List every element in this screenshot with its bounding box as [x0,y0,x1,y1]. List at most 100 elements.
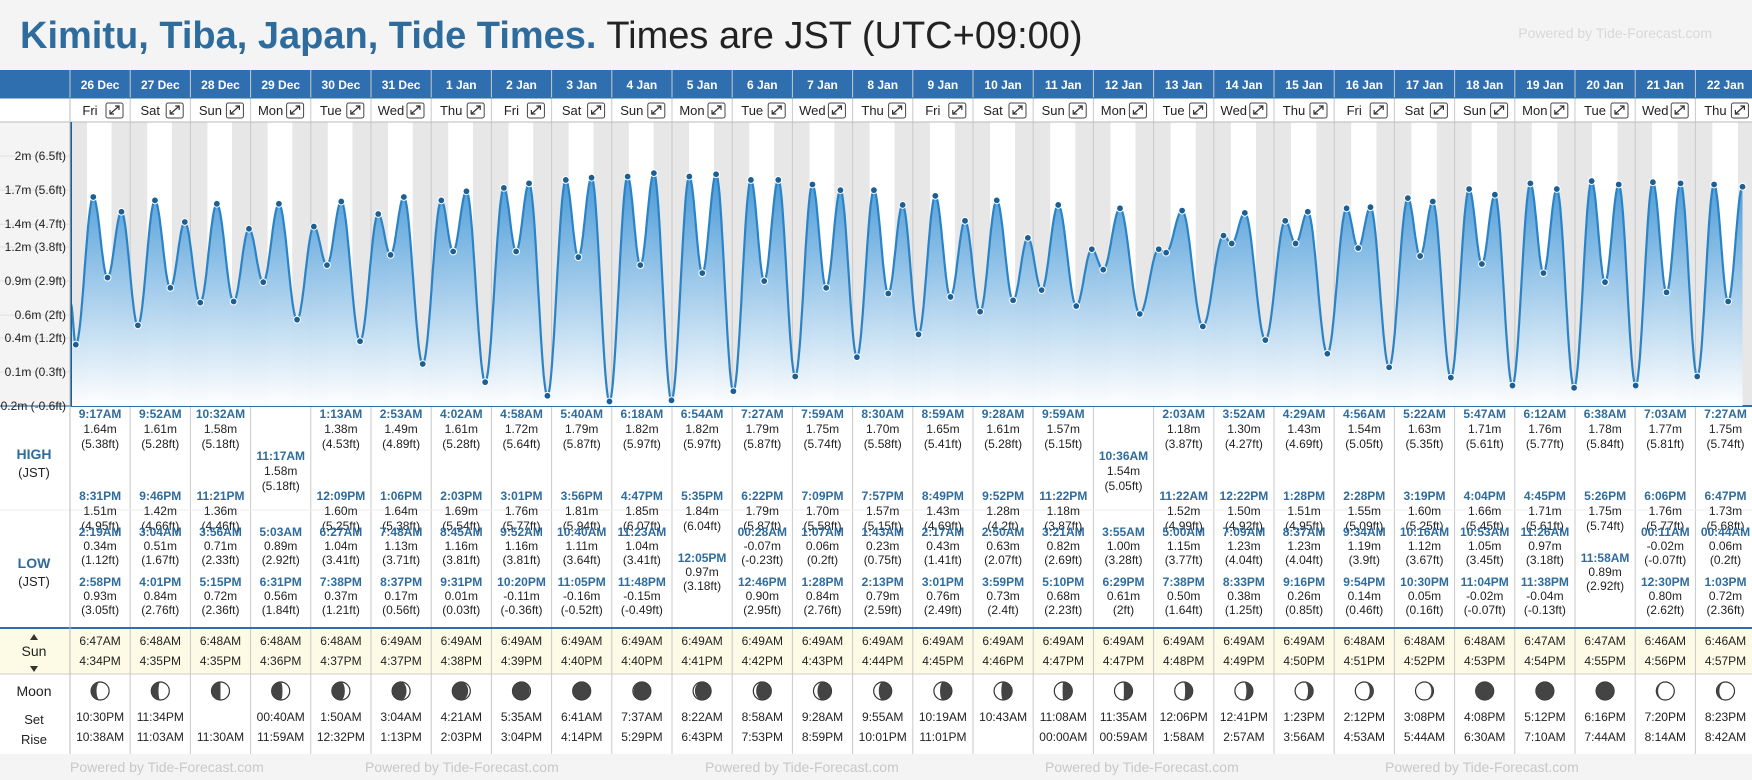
expand-arrow-icon[interactable] [651,105,662,115]
expand-day-button[interactable] [1128,102,1147,119]
low-height-m: 0.50m [1167,589,1200,603]
low-time: 2:58PM [79,575,121,589]
expand-day-button[interactable] [1550,102,1569,119]
expand-day-button[interactable] [406,102,425,119]
expand-arrow-icon[interactable] [1012,105,1023,115]
moonrise-time: 00:00AM [1039,730,1087,744]
expand-day-button[interactable] [1490,102,1509,119]
expand-day-button[interactable] [1429,102,1448,119]
moonrise-time: 3:56AM [1283,730,1324,744]
expand-arrow-icon[interactable] [470,105,481,115]
low-time: 5:15PM [199,575,241,589]
expand-arrow-icon[interactable] [1614,105,1625,115]
expand-day-button[interactable] [225,102,244,119]
expand-arrow-icon[interactable] [1132,105,1143,115]
high-height-m: 1.18m [1047,504,1080,518]
high-time: 8:59AM [922,407,965,421]
expand-day-button[interactable] [948,102,967,119]
extremum-point [712,170,721,179]
y-tick-label: 0.1m (0.3ft) [5,365,66,379]
expand-day-button[interactable] [1068,102,1087,119]
expand-arrow-icon[interactable] [1193,105,1204,115]
moonrise-time: 2:03PM [441,730,482,744]
moonrise-time: 8:14AM [1645,730,1686,744]
expand-day-button[interactable] [165,102,184,119]
expand-arrow-icon[interactable] [1554,105,1565,115]
expand-day-button[interactable] [1189,102,1208,119]
extremum-point [1323,349,1332,358]
sunrise-time: 6:48AM [260,634,301,648]
expand-day-button[interactable] [647,102,666,119]
low-time: 10:16AM [1400,525,1449,539]
expand-arrow-icon[interactable] [771,105,782,115]
high-height-ft: (4.69ft) [924,519,962,533]
expand-day-button[interactable] [1249,102,1268,119]
expand-day-button[interactable] [466,102,485,119]
expand-arrow-icon[interactable] [1433,105,1444,115]
expand-arrow-icon[interactable] [1253,105,1264,115]
low-height-m: 1.23m [1227,539,1260,553]
expand-arrow-icon[interactable] [290,105,301,115]
low-height-m: 1.00m [1107,539,1140,553]
extremum-point [275,199,283,208]
expand-arrow-icon[interactable] [831,105,842,115]
expand-day-button[interactable] [346,102,365,119]
expand-arrow-icon[interactable] [1674,105,1685,115]
extremum-point [587,173,596,182]
expand-day-button[interactable] [526,102,545,119]
extremum-point [1219,231,1228,240]
expand-arrow-icon[interactable] [1494,105,1505,115]
high-height-ft: (5.74ft) [1706,437,1744,451]
expand-day-button[interactable] [1369,102,1388,119]
expand-arrow-icon[interactable] [1373,105,1384,115]
low-height-ft: (2.95ft) [743,603,781,617]
extremum-point [1099,265,1108,274]
expand-day-button[interactable] [1670,102,1689,119]
high-height-m: 1.18m [1167,422,1200,436]
extremum-point [399,193,408,201]
expand-arrow-icon[interactable] [711,105,722,115]
expand-arrow-icon[interactable] [1072,105,1083,115]
expand-arrow-icon[interactable] [1313,105,1324,115]
expand-arrow-icon[interactable] [109,105,120,115]
extremum-point [71,340,80,349]
expand-day-button[interactable] [827,102,846,119]
high-height-ft: (5.45ft) [1466,519,1504,533]
expand-day-button[interactable] [587,102,606,119]
expand-arrow-icon[interactable] [892,105,903,115]
extremum-point [89,193,98,201]
expand-day-button[interactable] [888,102,907,119]
low-height-m: 0.76m [926,589,959,603]
extremum-point [649,169,658,178]
high-height-ft: (5.05ft) [1104,479,1142,493]
expand-arrow-icon[interactable] [1734,105,1745,115]
expand-arrow-icon[interactable] [530,105,541,115]
expand-arrow-icon[interactable] [229,105,240,115]
day-weekday: Sat [140,103,160,118]
high-height-m: 1.85m [625,504,658,518]
extremum-point [1154,245,1163,254]
expand-day-button[interactable] [105,102,124,119]
extremum-point [133,321,142,330]
moonset-time: 12:06PM [1160,710,1208,724]
high-height-m: 1.50m [1227,504,1260,518]
expand-arrow-icon[interactable] [350,105,361,115]
expand-day-button[interactable] [767,102,786,119]
low-time: 5:10PM [1042,575,1084,589]
expand-day-button[interactable] [1008,102,1027,119]
expand-arrow-icon[interactable] [169,105,180,115]
expand-day-button[interactable] [1309,102,1328,119]
expand-arrow-icon[interactable] [410,105,421,115]
low-height-ft: (-0.13ft) [1524,603,1566,617]
expand-day-button[interactable] [1730,102,1749,119]
moonset-time: 9:28AM [802,710,843,724]
moon-shadow [1656,682,1666,700]
low-height-m: 0.79m [866,589,899,603]
expand-arrow-icon[interactable] [952,105,963,115]
extremum-point [212,199,221,208]
expand-day-button[interactable] [1610,102,1629,119]
expand-arrow-icon[interactable] [591,105,602,115]
expand-day-button[interactable] [286,102,305,119]
low-height-ft: (0.2ft) [1710,553,1741,567]
expand-day-button[interactable] [707,102,726,119]
